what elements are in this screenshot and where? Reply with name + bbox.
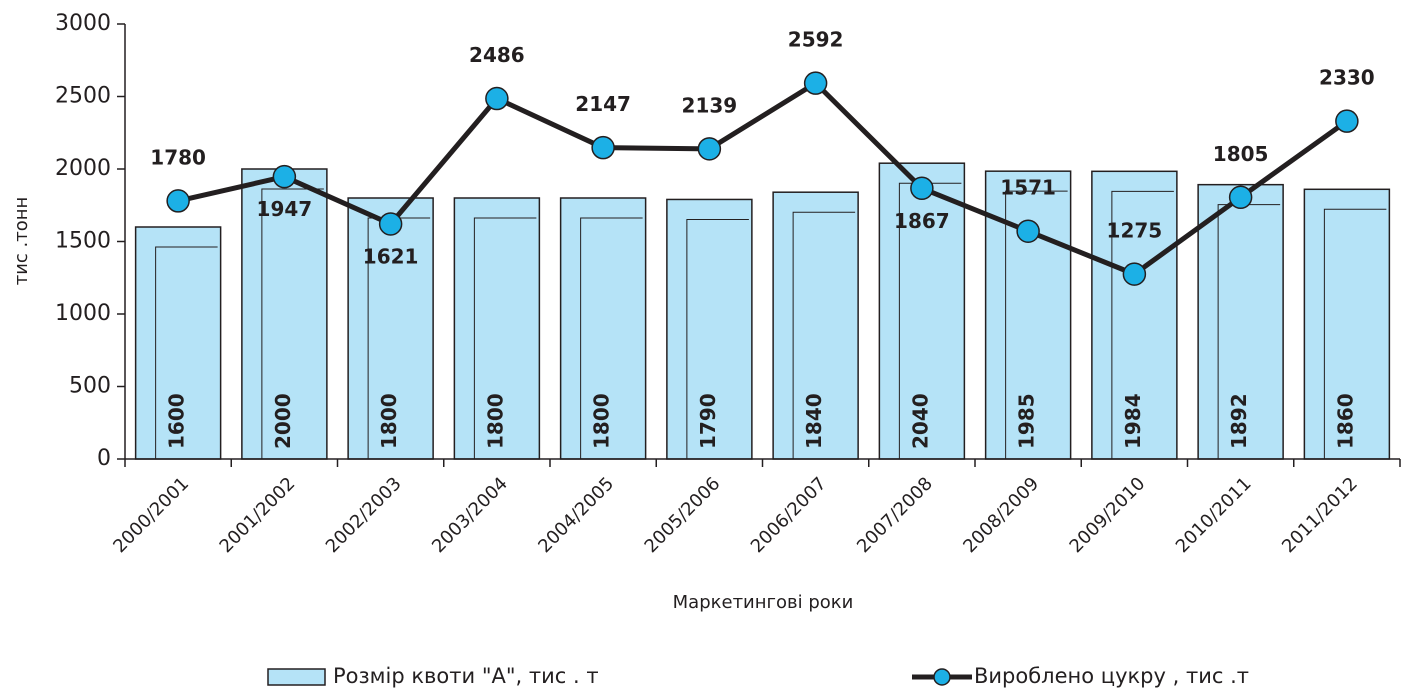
bar-inner-edge (1111, 190, 1174, 459)
line-marker (1335, 109, 1359, 133)
bar (1303, 188, 1391, 460)
line-marker (166, 189, 190, 213)
x-tick-label: 2010/2011 (1172, 473, 1256, 557)
legend-label: Вироблено цукру , тис .т (974, 664, 1249, 688)
line-value-label: 2592 (788, 28, 844, 52)
y-tick-label: 1000 (55, 301, 111, 326)
line-marker (1122, 262, 1147, 286)
x-tick-label: 2011/2012 (1278, 473, 1362, 557)
x-tick-label: 2005/2006 (641, 473, 725, 557)
bar (134, 226, 222, 460)
line-value-label: 2486 (469, 43, 525, 67)
bar (878, 162, 966, 460)
bar-value-label: 1800 (483, 393, 507, 449)
line-value-label: 2139 (682, 93, 738, 117)
bar-inner-edge (367, 217, 431, 459)
bar-value-label: 1600 (165, 393, 189, 449)
line-value-label: 1275 (1107, 219, 1163, 243)
line-marker (1228, 185, 1253, 210)
line-value-label: 1780 (150, 145, 206, 169)
bar-value-label: 1985 (1015, 393, 1039, 449)
bar (453, 197, 541, 460)
legend-bar-swatch (267, 668, 326, 686)
bar-inner-edge (898, 182, 962, 459)
line-value-label: 2147 (575, 92, 631, 116)
x-axis-label: Маркетингові роки (673, 592, 854, 613)
bar-value-label: 1790 (696, 393, 720, 449)
x-tick-label: 2006/2007 (747, 473, 831, 557)
line-value-label: 1947 (257, 197, 313, 221)
line-marker (1016, 219, 1040, 243)
line-marker (910, 176, 934, 201)
bar (772, 191, 859, 460)
bar-value-label: 2040 (908, 393, 932, 449)
bar-value-label: 2000 (271, 393, 295, 449)
x-tick-label: 2007/2008 (853, 473, 937, 557)
x-tick-label: 2004/2005 (534, 473, 618, 557)
bar-value-label: 1860 (1333, 393, 1357, 449)
bar-inner-edge (792, 211, 856, 459)
bar-inner-edge (1323, 208, 1387, 459)
x-tick-label: 2000/2001 (109, 473, 193, 557)
line-value-label: 2330 (1319, 66, 1375, 90)
line-marker (378, 212, 403, 236)
x-tick-label: 2009/2010 (1066, 473, 1150, 557)
y-tick-label: 2000 (55, 156, 111, 181)
legend-marker (933, 668, 951, 686)
line-value-label: 1621 (363, 244, 419, 268)
legend-label: Розмір квоти "А", тис . т (333, 664, 599, 688)
bar-value-label: 1840 (802, 393, 826, 449)
line-value-label: 1805 (1213, 142, 1269, 166)
y-tick-label: 0 (97, 446, 111, 471)
x-tick-label: 2008/2009 (959, 473, 1043, 557)
y-tick-label: 1500 (55, 229, 111, 254)
line-marker (697, 137, 722, 161)
x-tick-label: 2003/2004 (428, 473, 512, 557)
bar-inner-edge (1217, 204, 1281, 459)
y-tick-label: 3000 (55, 11, 111, 36)
bar-inner-edge (473, 217, 537, 459)
bar-inner-edge (261, 188, 324, 459)
y-axis-label: тис .тонн (11, 197, 32, 286)
line-marker (272, 164, 297, 189)
y-tick-label: 500 (69, 374, 111, 399)
line-value-label: 1571 (1000, 176, 1056, 200)
bar-inner-edge (1005, 190, 1068, 459)
bar-value-label: 1892 (1227, 393, 1251, 449)
line-marker (591, 135, 615, 160)
line-value-label: 1867 (894, 209, 950, 233)
x-tick-label: 2001/2002 (216, 473, 300, 557)
bar-value-label: 1984 (1121, 393, 1145, 449)
bar-inner-edge (155, 246, 218, 459)
bar (1197, 183, 1284, 460)
bar-inner-edge (686, 218, 749, 459)
x-tick-label: 2002/2003 (322, 473, 406, 557)
y-tick-label: 2500 (55, 84, 111, 109)
bar-inner-edge (580, 217, 643, 459)
bar-value-label: 1800 (590, 393, 614, 449)
line-marker (803, 71, 828, 95)
bar-value-label: 1800 (377, 393, 401, 449)
line-marker (485, 86, 509, 111)
line (177, 80, 1349, 277)
